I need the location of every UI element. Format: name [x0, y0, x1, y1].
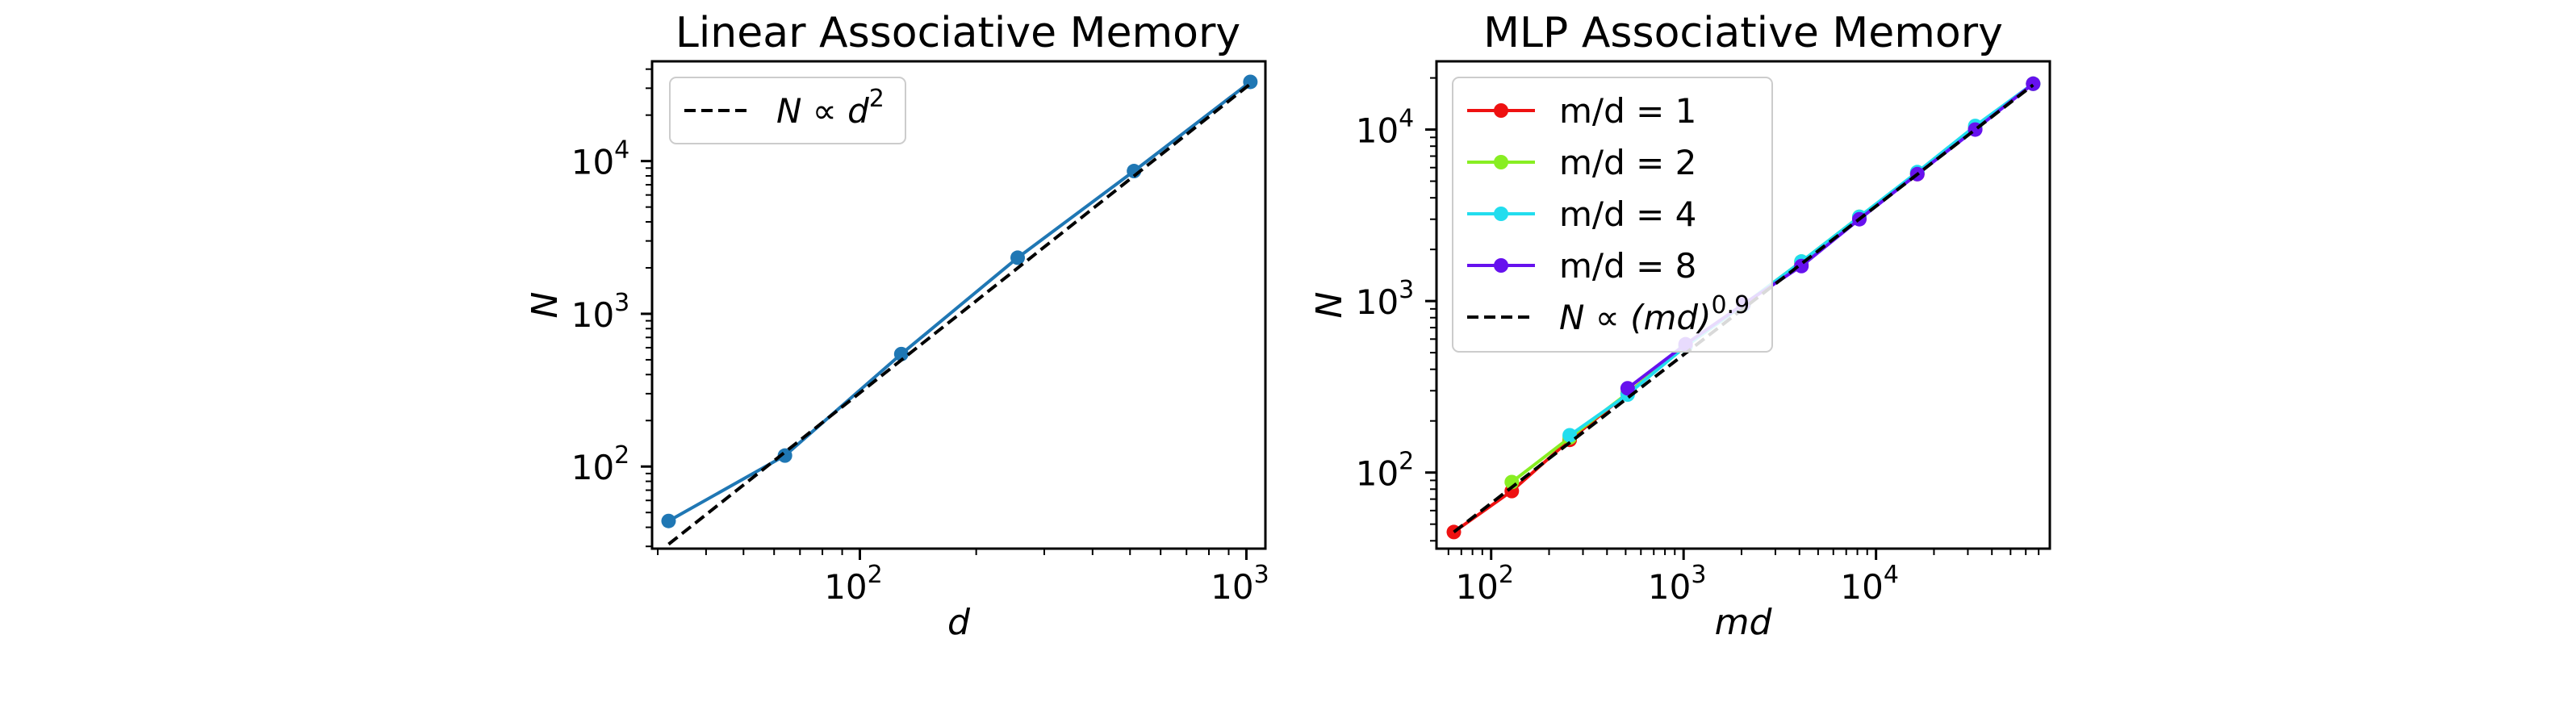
- tick-base: 10: [1356, 111, 1399, 151]
- tick-base: 10: [824, 567, 867, 607]
- tick-base: 10: [1211, 567, 1253, 607]
- chart-title: Linear Associative Memory: [675, 9, 1240, 57]
- legend-label: m/d = 8: [1559, 246, 1696, 286]
- legend-exponent: 0.9: [1711, 291, 1750, 320]
- tick-exponent: 3: [1254, 561, 1269, 589]
- tick-base: 10: [1356, 282, 1399, 322]
- y-tick-label: 103: [1356, 276, 1415, 322]
- y-tick-label: 103: [571, 289, 630, 335]
- legend-label: N ∝ (md)0.9: [1559, 291, 1750, 337]
- data-point: [893, 346, 909, 361]
- tick-exponent: 3: [1399, 276, 1414, 304]
- tick-base: 10: [571, 143, 614, 182]
- plot-area: [661, 74, 1258, 546]
- tick-exponent: 2: [1499, 561, 1514, 589]
- tick-exponent: 2: [868, 561, 883, 589]
- tick-exponent: 2: [1399, 448, 1414, 476]
- data-point: [1620, 381, 1635, 396]
- tick-base: 10: [571, 448, 614, 487]
- chart-title: MLP Associative Memory: [1483, 9, 2003, 57]
- data-point: [777, 448, 792, 463]
- tick-exponent: 4: [1884, 561, 1899, 589]
- legend: m/d = 1 m/d = 2 m/d = 4 m/d = 8 N ∝ (md)0.9: [1452, 77, 1773, 353]
- tick-base: 10: [1648, 567, 1691, 607]
- series-line: [667, 82, 1252, 546]
- plot-frame: [650, 60, 1267, 550]
- x-axis-label: md: [1715, 602, 1773, 643]
- chart-linear-memory: Linear Associative Memory 102 10310210310…: [525, 9, 1269, 643]
- x-tick-label: 102: [824, 561, 883, 607]
- y-tick-label: 102: [571, 441, 630, 487]
- chart-mlp-memory: MLP Associative Memory 102 103 10410210310…: [1309, 9, 2051, 643]
- data-point: [1562, 428, 1578, 443]
- legend-marker: [1494, 103, 1508, 118]
- legend-marker: [1494, 258, 1508, 273]
- data-point: [661, 513, 676, 528]
- x-tick-label: 103: [1648, 561, 1707, 607]
- x-tick-label: 103: [1211, 561, 1269, 607]
- legend: N ∝ d2: [669, 77, 906, 144]
- legend-box: [669, 77, 906, 144]
- tick-base: 10: [571, 295, 614, 335]
- tick-exponent: 4: [1399, 105, 1414, 133]
- tick-exponent: 3: [614, 289, 629, 317]
- y-tick-label: 104: [1356, 105, 1415, 151]
- legend-text: N ∝ (md): [1559, 298, 1711, 337]
- x-tick-label: 102: [1455, 561, 1514, 607]
- y-tick-label: 104: [571, 136, 630, 182]
- tick-exponent: 2: [614, 441, 629, 470]
- legend-label: m/d = 1: [1559, 91, 1696, 131]
- legend-marker: [1494, 155, 1508, 169]
- y-tick-label: 102: [1356, 448, 1415, 494]
- tick-base: 10: [1455, 567, 1498, 607]
- tick-exponent: 3: [1691, 561, 1706, 589]
- y-axis-label: N: [1309, 292, 1350, 319]
- tick-exponent: 4: [614, 136, 629, 165]
- legend-label: m/d = 4: [1559, 194, 1696, 234]
- x-tick-label: 104: [1840, 561, 1899, 607]
- plot-frame: [1435, 60, 2051, 550]
- y-axis-label: N: [525, 292, 566, 319]
- x-axis-label: d: [947, 602, 971, 643]
- data-point: [2026, 76, 2041, 91]
- legend-text: N ∝ d: [776, 91, 869, 131]
- legend-label: N ∝ d2: [776, 85, 884, 131]
- legend-marker: [1494, 207, 1508, 221]
- tick-base: 10: [1356, 454, 1399, 494]
- data-point: [1010, 250, 1026, 265]
- legend-box: [1452, 77, 1773, 353]
- legend-label: m/d = 2: [1559, 143, 1696, 182]
- legend-exponent: 2: [869, 85, 884, 113]
- tick-base: 10: [1840, 567, 1883, 607]
